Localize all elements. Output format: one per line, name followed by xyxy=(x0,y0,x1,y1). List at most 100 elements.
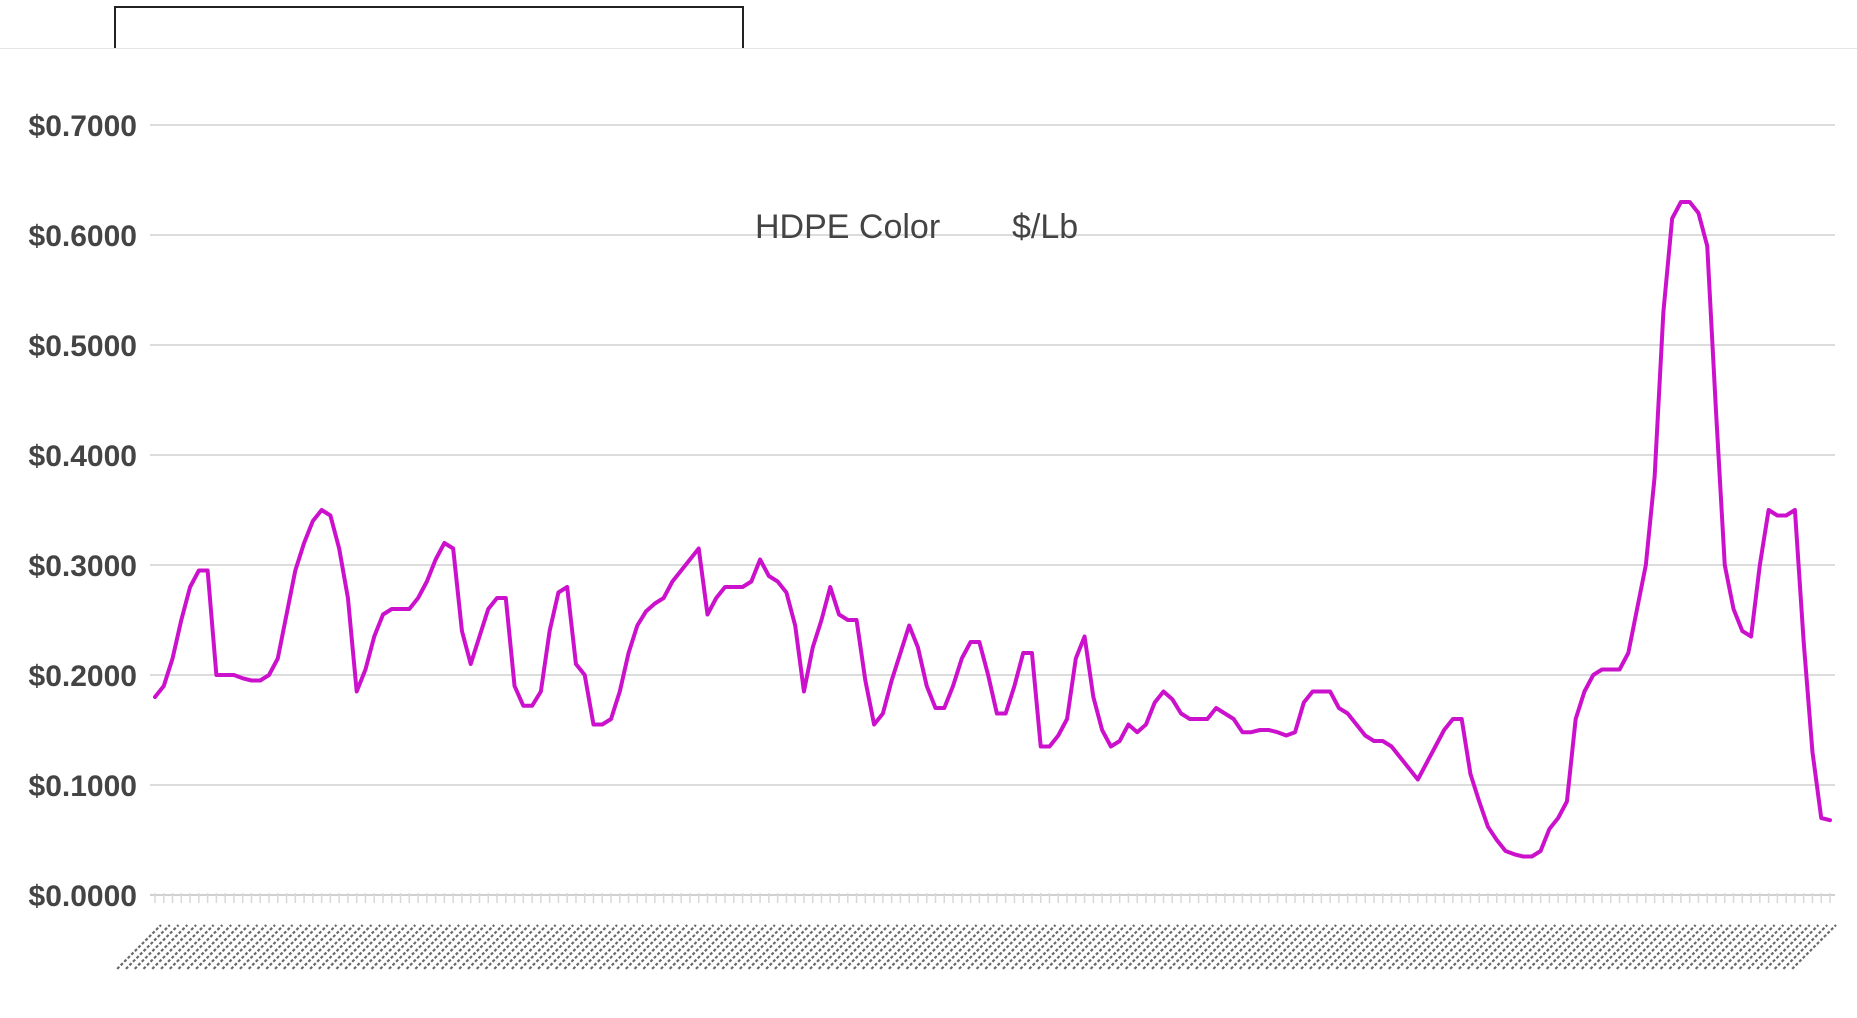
x-tick-label xyxy=(1773,924,1820,970)
data-point xyxy=(898,651,902,655)
x-tick-label xyxy=(361,924,408,970)
data-point xyxy=(1039,745,1043,749)
data-point xyxy=(846,618,850,622)
x-tick-label xyxy=(1089,924,1136,970)
x-tick-label xyxy=(765,924,811,970)
x-tick-label xyxy=(370,924,417,970)
data-point xyxy=(399,607,403,611)
x-tick-label xyxy=(668,924,715,970)
data-point xyxy=(697,547,701,551)
data-point xyxy=(1416,778,1420,782)
data-point xyxy=(1232,717,1236,721)
x-tick-label xyxy=(1475,924,1522,970)
x-tick-label xyxy=(572,924,618,970)
data-point xyxy=(1521,855,1525,859)
x-axis xyxy=(116,893,1837,970)
x-tick-label xyxy=(1045,924,1092,970)
x-tick-label xyxy=(379,924,425,970)
data-point xyxy=(1433,745,1437,749)
x-tick-label xyxy=(712,924,759,970)
data-point xyxy=(600,723,604,727)
series-line xyxy=(153,200,1832,859)
x-tick-label xyxy=(1686,924,1732,970)
y-tick-label: $0.6000 xyxy=(29,220,137,253)
x-tick-label xyxy=(756,924,802,970)
x-tick-label xyxy=(1694,924,1741,970)
x-tick-label xyxy=(677,924,724,970)
data-point xyxy=(688,558,692,562)
data-point xyxy=(381,613,385,617)
data-point xyxy=(1775,514,1779,518)
data-point xyxy=(741,585,745,589)
x-tick-label xyxy=(1721,924,1767,970)
x-tick-label xyxy=(423,924,469,970)
x-tick-label xyxy=(283,924,329,970)
data-point xyxy=(1468,772,1472,776)
x-tick-label xyxy=(1677,924,1723,970)
x-tick-label xyxy=(432,924,478,970)
data-point xyxy=(1574,717,1578,721)
x-tick-label xyxy=(1335,924,1381,970)
x-tick-label xyxy=(1203,924,1250,970)
x-tick-label xyxy=(186,924,232,970)
x-tick-label xyxy=(739,924,785,970)
data-point xyxy=(1267,728,1271,732)
x-tick-label xyxy=(440,924,487,970)
x-tick-label xyxy=(1765,924,1811,970)
x-tick-label xyxy=(458,924,504,970)
data-point xyxy=(556,591,560,595)
name-box-input[interactable] xyxy=(114,6,744,48)
data-point xyxy=(1249,730,1253,734)
x-tick-label xyxy=(888,924,934,970)
data-point xyxy=(1197,717,1201,721)
data-point xyxy=(1091,695,1095,699)
data-point xyxy=(328,514,332,518)
data-point xyxy=(837,613,841,617)
x-tick-label xyxy=(151,924,197,970)
x-tick-label xyxy=(870,924,916,970)
data-point xyxy=(390,607,394,611)
x-tick-label xyxy=(1133,924,1180,970)
data-point xyxy=(995,712,999,716)
data-point xyxy=(1144,723,1148,727)
x-tick-label xyxy=(861,924,908,970)
data-point xyxy=(477,635,481,639)
data-point xyxy=(1319,690,1323,694)
x-tick-label xyxy=(1370,924,1416,970)
x-tick-label xyxy=(1107,924,1153,970)
x-tick-label xyxy=(353,924,399,970)
data-point xyxy=(1311,690,1315,694)
data-point xyxy=(1214,706,1218,710)
data-point xyxy=(311,519,315,523)
data-point xyxy=(1126,723,1130,727)
x-tick-label xyxy=(607,924,653,970)
x-tick-label xyxy=(484,924,531,970)
x-tick-label xyxy=(940,924,987,970)
x-tick-label xyxy=(747,924,794,970)
x-tick-label xyxy=(1396,924,1443,970)
data-point xyxy=(916,646,920,650)
x-tick-label xyxy=(1317,924,1364,970)
data-point xyxy=(1240,730,1244,734)
x-tick-label xyxy=(1309,924,1355,970)
data-point xyxy=(1100,728,1104,732)
x-tick-label xyxy=(817,924,864,970)
data-point xyxy=(1048,745,1052,749)
data-point xyxy=(197,569,201,573)
x-tick-label xyxy=(589,924,636,970)
data-point xyxy=(1714,409,1718,413)
x-tick-label xyxy=(204,924,250,970)
x-tick-label xyxy=(475,924,522,970)
x-tick-label xyxy=(212,924,259,970)
y-tick-label: $0.0000 xyxy=(29,880,137,913)
x-tick-label xyxy=(598,924,645,970)
x-tick-label xyxy=(1633,924,1679,970)
x-tick-label xyxy=(168,924,215,970)
x-tick-label xyxy=(782,924,829,970)
x-tick-label xyxy=(809,924,855,970)
x-tick-label xyxy=(975,924,1022,970)
x-tick-label xyxy=(493,924,539,970)
x-tick-label xyxy=(1738,924,1785,970)
y-tick-label: $0.4000 xyxy=(29,440,137,473)
